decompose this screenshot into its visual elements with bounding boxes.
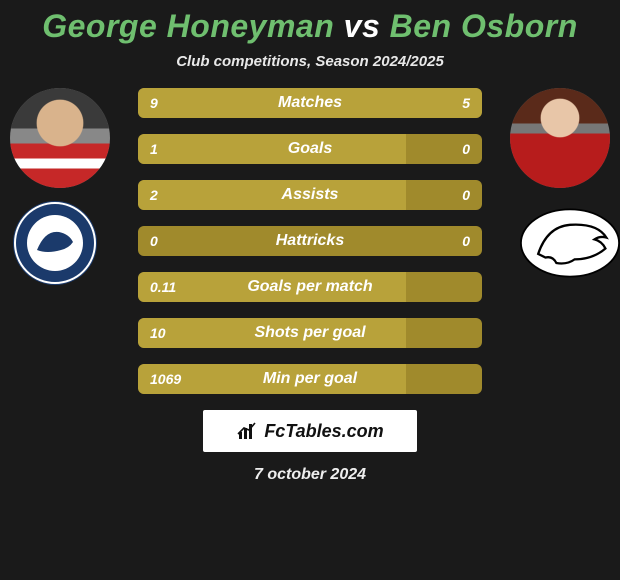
chart-icon bbox=[236, 420, 258, 442]
stat-row: 00Hattricks bbox=[138, 226, 482, 256]
vs-text: vs bbox=[344, 8, 381, 44]
footer-date: 7 october 2024 bbox=[0, 466, 620, 484]
player1-club-badge bbox=[5, 208, 105, 278]
player2-name: Ben Osborn bbox=[390, 8, 578, 44]
stat-row: 10Goals bbox=[138, 134, 482, 164]
stat-label: Hattricks bbox=[138, 232, 482, 250]
stat-row: 95Matches bbox=[138, 88, 482, 118]
player2-club-badge bbox=[520, 208, 620, 278]
stat-label: Goals bbox=[138, 140, 482, 158]
stat-label: Assists bbox=[138, 186, 482, 204]
stat-label: Min per goal bbox=[138, 370, 482, 388]
stat-bars: 95Matches 10Goals 20Assists 00Hattricks 0.11… bbox=[138, 88, 482, 394]
stat-row: 0.11Goals per match bbox=[138, 272, 482, 302]
stat-label: Shots per goal bbox=[138, 324, 482, 342]
comparison-main: 95Matches 10Goals 20Assists 00Hattricks 0.11… bbox=[0, 88, 620, 394]
player1-name: George Honeyman bbox=[42, 8, 334, 44]
stat-row: 20Assists bbox=[138, 180, 482, 210]
comparison-subtitle: Club competitions, Season 2024/2025 bbox=[0, 53, 620, 70]
player2-photo bbox=[510, 88, 610, 188]
player1-photo bbox=[10, 88, 110, 188]
comparison-title: George Honeyman vs Ben Osborn bbox=[0, 0, 620, 45]
site-badge[interactable]: FcTables.com bbox=[203, 410, 417, 452]
stat-label: Goals per match bbox=[138, 278, 482, 296]
site-name: FcTables.com bbox=[264, 421, 383, 442]
stat-row: 10Shots per goal bbox=[138, 318, 482, 348]
stat-row: 1069Min per goal bbox=[138, 364, 482, 394]
stat-label: Matches bbox=[138, 94, 482, 112]
